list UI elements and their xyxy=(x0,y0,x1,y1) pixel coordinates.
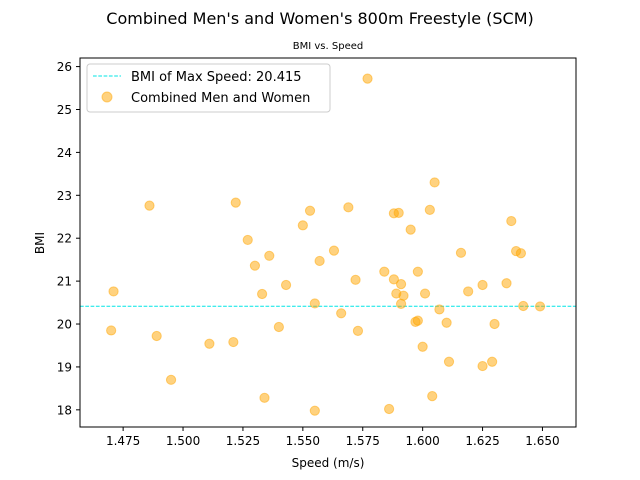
data-points xyxy=(106,73,546,416)
data-point xyxy=(518,300,529,312)
data-point xyxy=(273,321,284,333)
data-point xyxy=(249,260,261,271)
data-point xyxy=(489,318,500,330)
data-point xyxy=(424,204,435,215)
data-point xyxy=(534,301,546,312)
data-point xyxy=(501,278,512,289)
data-point xyxy=(477,360,488,372)
data-point xyxy=(343,202,354,213)
data-point xyxy=(417,341,428,352)
data-point xyxy=(314,255,325,267)
y-axis-ticks: 18 19 20 21 22 23 24 25 26 xyxy=(57,60,80,417)
y-tick-label: 21 xyxy=(57,275,72,289)
data-point xyxy=(412,266,423,277)
data-point xyxy=(352,325,364,336)
data-point xyxy=(309,405,320,416)
y-tick-label: 19 xyxy=(57,360,72,374)
x-tick-label: 1.600 xyxy=(405,434,439,448)
chart-subtitle: BMI vs. Speed xyxy=(293,41,363,52)
data-point xyxy=(204,338,215,349)
x-tick-label: 1.575 xyxy=(346,434,380,448)
data-point xyxy=(328,245,340,256)
data-point xyxy=(384,403,395,415)
x-tick-label: 1.475 xyxy=(106,434,140,448)
y-tick-label: 22 xyxy=(57,232,72,246)
plot-background xyxy=(80,58,576,427)
data-point xyxy=(264,250,275,261)
legend: BMI of Max Speed: 20.415 Combined Men an… xyxy=(86,63,331,113)
legend-reference-line-label: BMI of Max Speed: 20.415 xyxy=(131,70,302,85)
data-point xyxy=(443,356,455,367)
legend-series-marker xyxy=(101,91,113,103)
data-point xyxy=(379,266,390,277)
data-point xyxy=(151,330,162,342)
x-tick-label: 1.500 xyxy=(166,434,200,448)
data-point xyxy=(427,391,438,402)
data-point xyxy=(463,286,474,297)
data-point xyxy=(388,274,399,285)
x-tick-label: 1.550 xyxy=(286,434,320,448)
data-point xyxy=(228,336,239,348)
data-point xyxy=(477,279,488,291)
x-tick-label: 1.625 xyxy=(465,434,499,448)
data-point xyxy=(429,177,440,188)
legend-series-label: Combined Men and Women xyxy=(131,91,310,106)
plot-area xyxy=(80,58,576,427)
y-tick-label: 20 xyxy=(57,318,72,332)
data-point xyxy=(165,374,177,385)
data-point xyxy=(398,290,409,301)
data-point xyxy=(362,73,373,84)
data-point xyxy=(336,308,347,319)
data-point xyxy=(230,197,241,208)
data-point xyxy=(393,207,404,218)
data-point xyxy=(259,392,270,403)
data-point xyxy=(297,220,308,231)
data-point xyxy=(106,325,117,336)
plot-frame xyxy=(79,57,577,428)
data-point xyxy=(515,248,526,259)
x-tick-label: 1.650 xyxy=(525,434,559,448)
axes-frame xyxy=(79,57,577,428)
data-point xyxy=(405,224,416,235)
data-point xyxy=(434,304,445,315)
chart-title: Combined Men's and Women's 800m Freestyl… xyxy=(106,9,533,28)
x-axis-ticks: 1.475 1.500 1.525 1.550 1.575 1.600 1.625 1.650 xyxy=(106,427,560,448)
data-point xyxy=(108,286,119,297)
y-tick-label: 18 xyxy=(57,403,72,417)
data-point xyxy=(309,298,320,309)
data-point xyxy=(144,200,155,211)
data-point xyxy=(242,234,253,246)
y-tick-label: 24 xyxy=(57,146,72,160)
y-tick-label: 23 xyxy=(57,189,72,203)
data-point xyxy=(395,279,407,290)
data-point xyxy=(487,356,498,367)
data-point xyxy=(257,288,268,300)
data-point xyxy=(455,247,467,258)
y-tick-label: 25 xyxy=(57,103,72,117)
data-point xyxy=(350,274,361,285)
x-tick-label: 1.525 xyxy=(226,434,260,448)
data-point xyxy=(419,288,431,299)
data-point xyxy=(304,205,316,216)
data-point xyxy=(506,215,517,227)
data-point xyxy=(441,317,452,328)
data-point xyxy=(280,279,292,291)
x-axis-label: Speed (m/s) xyxy=(292,456,365,470)
legend-box xyxy=(86,63,331,113)
y-tick-label: 26 xyxy=(57,60,72,74)
data-point xyxy=(412,315,423,326)
y-axis-label: BMI xyxy=(33,232,47,254)
